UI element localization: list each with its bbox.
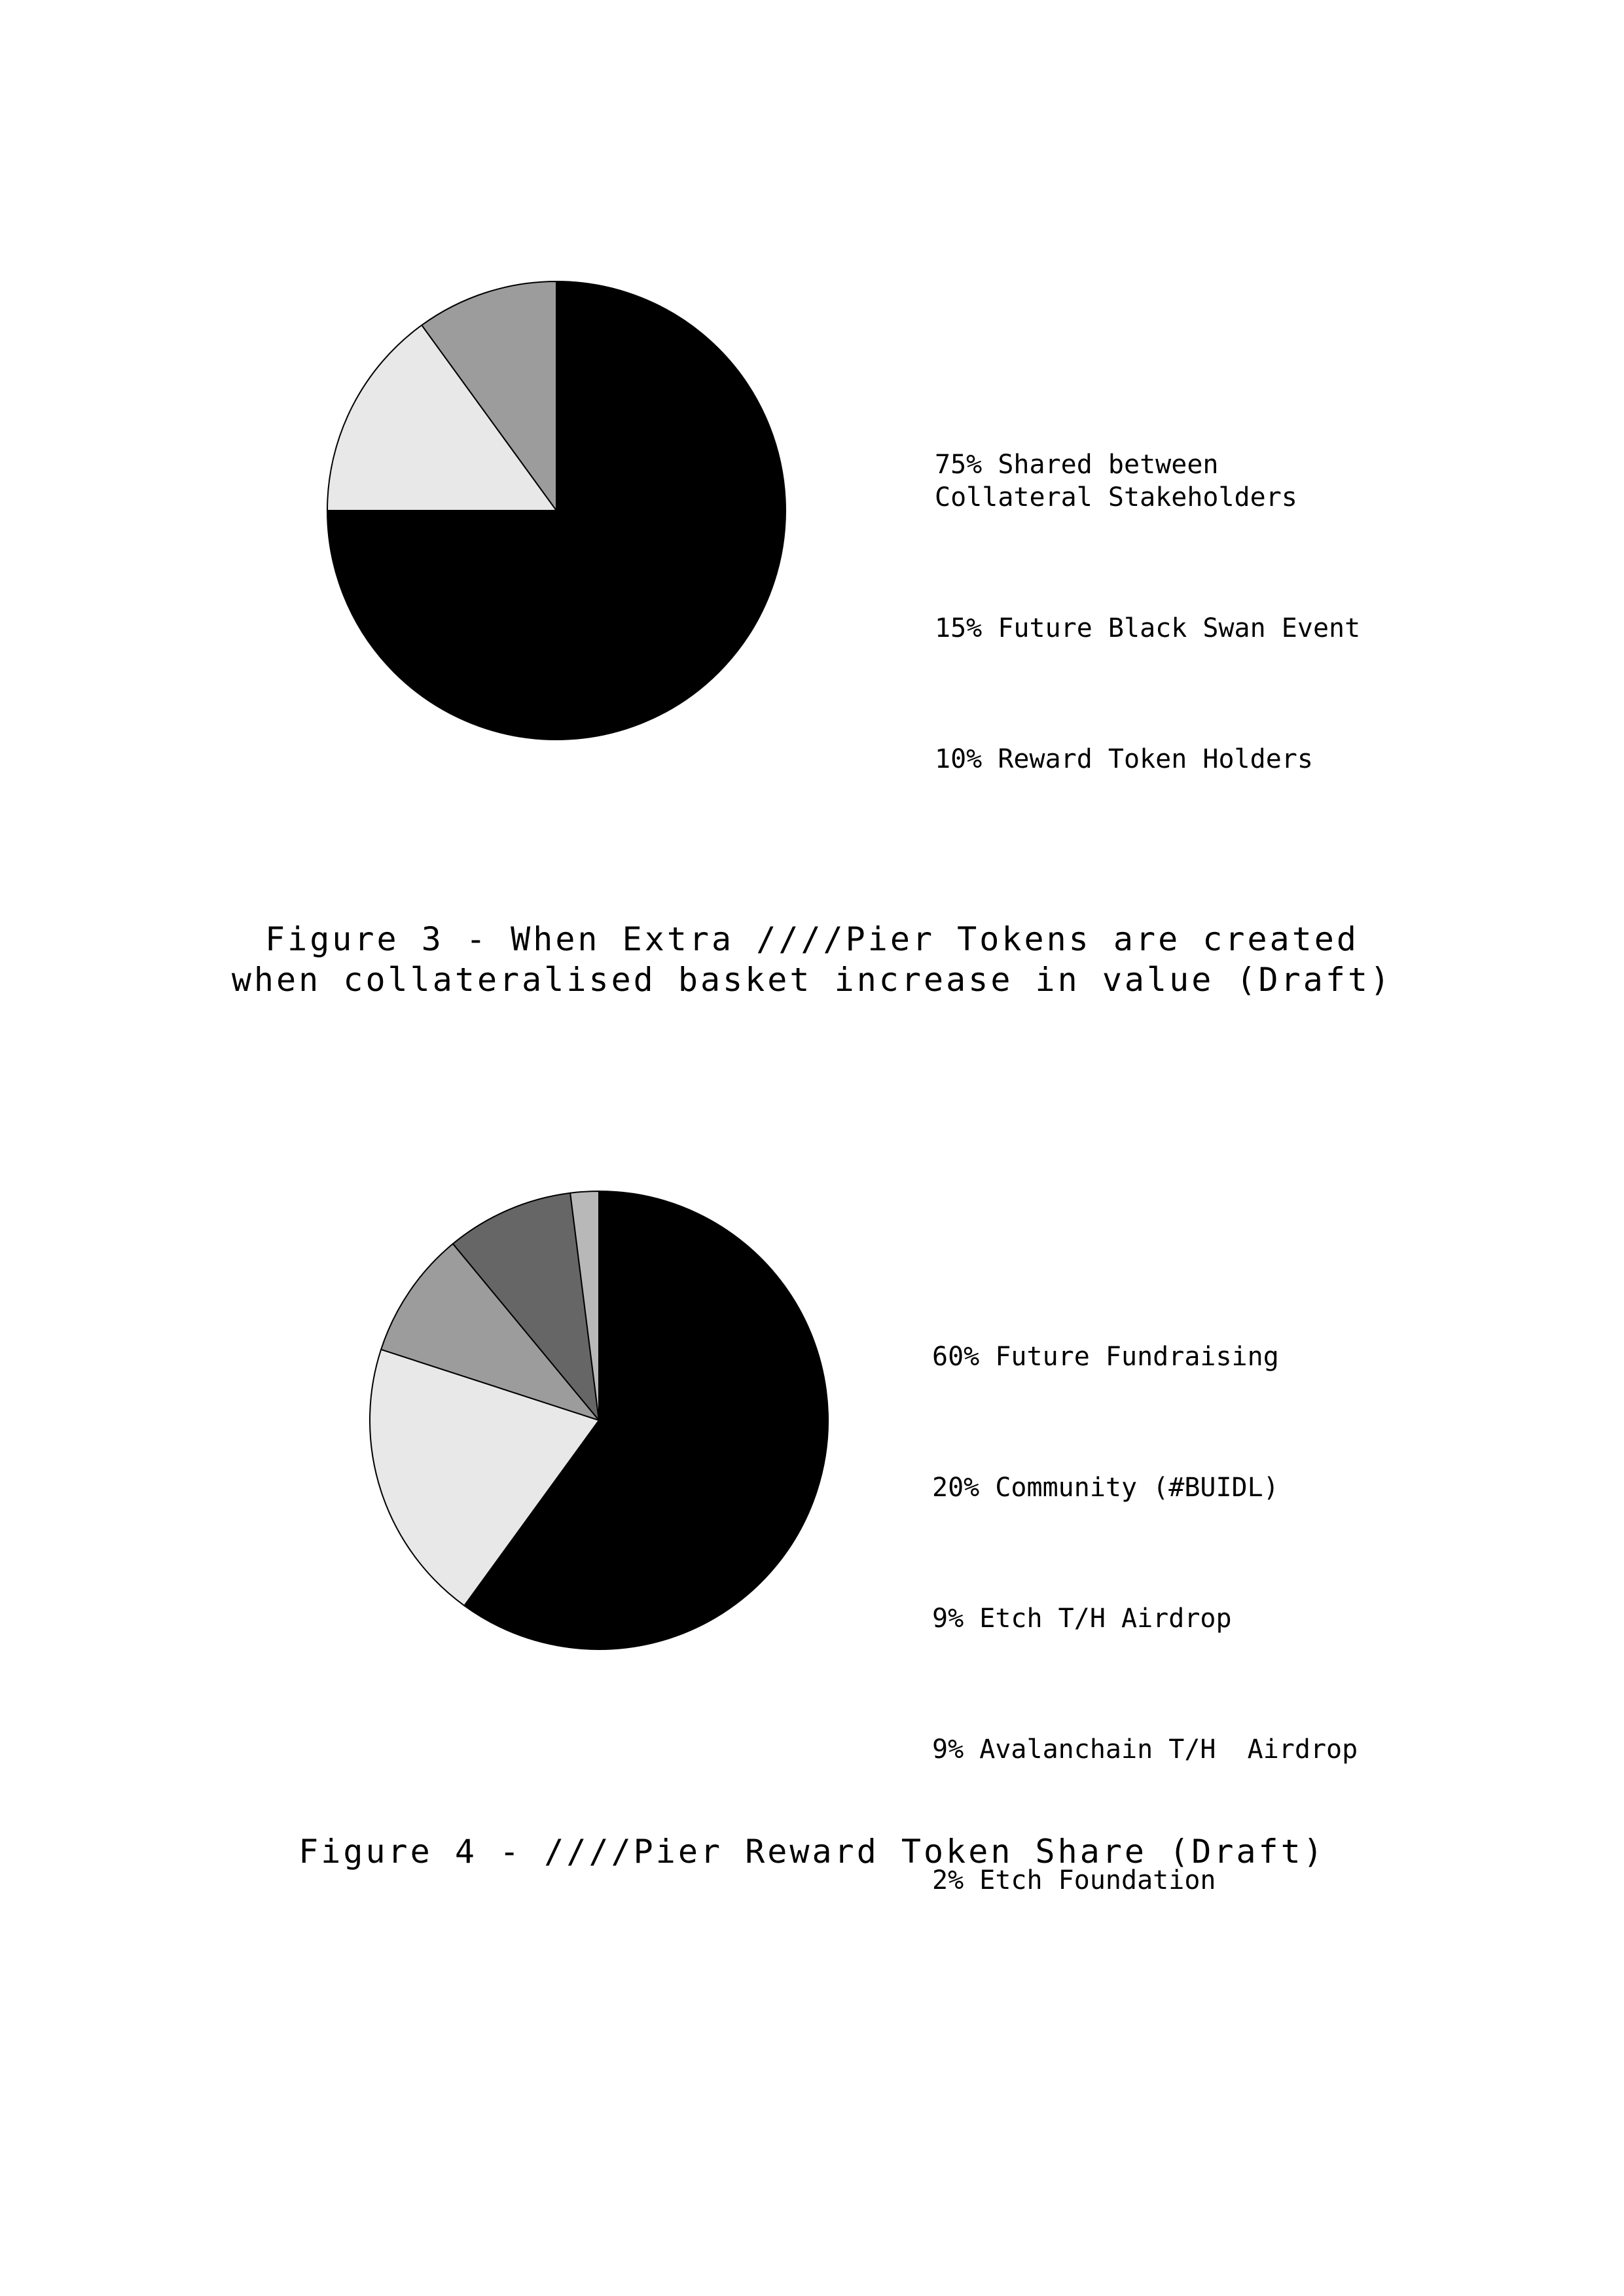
legend-entry: 60% Future Fundraising (932, 1342, 1279, 1372)
legend-entry: 20% Community (#BUIDL) (932, 1473, 1279, 1503)
fig4-slice-etch-foundation (569, 1191, 600, 1421)
fig3-slice-future-black-swan-event (327, 324, 557, 511)
fig3-slice-shared-between-collateral-stakeholders (327, 281, 786, 740)
pie-chart-figure-4 (369, 1191, 829, 1650)
fig4-slice-community-buidl (369, 1348, 600, 1607)
legend-figure-3: 75% Shared between Collateral Stakeholde… (935, 383, 1360, 808)
legend-figure-4: 60% Future Fundraising 20% Community (#B… (932, 1275, 1358, 1929)
legend-entry: 15% Future Black Swan Event (935, 613, 1361, 643)
pie-chart-figure-3 (327, 281, 786, 740)
fig4-slice-avalanchain-t-h-airdrop (452, 1192, 600, 1421)
fig3-slice-reward-token-holders (421, 281, 557, 511)
fig4-slice-etch-t-h-airdrop (380, 1243, 600, 1421)
legend-entry: 75% Shared between Collateral Stakeholde… (935, 450, 1297, 512)
legend-entry: 9% Avalanchain T/H Airdrop (932, 1734, 1358, 1765)
figure-3-caption: Figure 3 - When Extra ////Pier Tokens ar… (231, 920, 1393, 999)
legend-entry: 10% Reward Token Holders (935, 744, 1313, 774)
fig4-slice-future-fundraising (463, 1191, 829, 1650)
legend-entry: 9% Etch T/H Airdrop (932, 1604, 1232, 1634)
figure-4-caption: Figure 4 - ////Pier Reward Token Share (… (298, 1833, 1326, 1871)
legend-entry: 2% Etch Foundation (932, 1865, 1216, 1895)
